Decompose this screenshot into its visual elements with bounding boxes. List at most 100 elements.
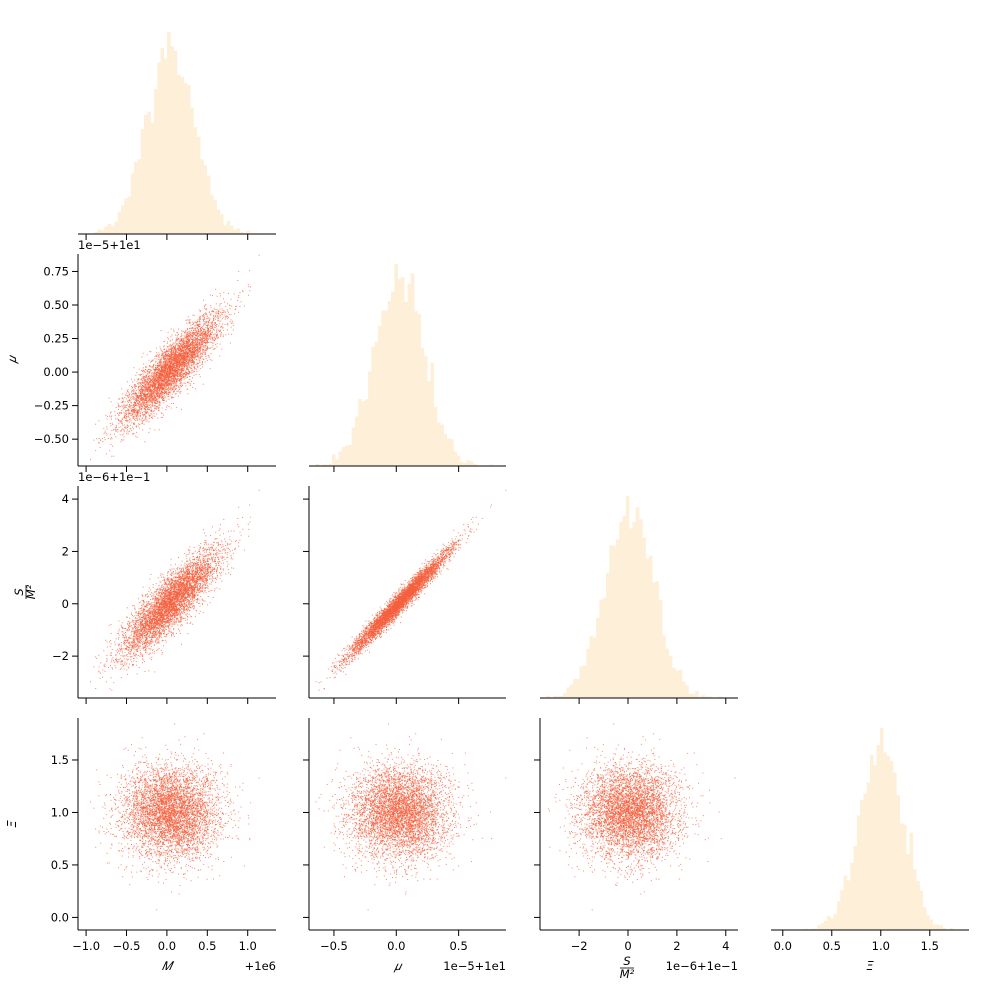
scatter-point — [169, 376, 170, 377]
scatter-point — [207, 333, 208, 334]
scatter-point — [160, 402, 161, 403]
scatter-point — [139, 374, 140, 375]
scatter-point — [129, 406, 130, 407]
scatter-point — [170, 364, 171, 365]
scatter-point — [144, 386, 145, 387]
scatter-point — [172, 365, 173, 366]
scatter-point — [212, 328, 213, 329]
scatter-point — [201, 340, 202, 341]
scatter-point — [201, 327, 202, 328]
scatter-point — [166, 373, 167, 374]
scatter-point — [156, 380, 157, 381]
scatter-point — [168, 339, 169, 340]
scatter-point — [146, 407, 147, 408]
scatter-point — [182, 384, 183, 385]
scatter-point — [164, 395, 165, 396]
scatter-point — [127, 410, 128, 411]
scatter-point — [223, 312, 224, 313]
scatter-point — [135, 395, 136, 396]
scatter-point — [170, 370, 171, 371]
scatter-point — [210, 339, 211, 340]
scatter-point — [138, 378, 139, 379]
scatter-point — [169, 371, 170, 372]
scatter-point — [142, 376, 143, 377]
scatter-point — [136, 401, 137, 402]
scatter-point — [162, 393, 163, 394]
scatter-point — [156, 383, 157, 384]
scatter-point — [204, 340, 205, 341]
scatter-point — [184, 345, 185, 346]
scatter-point — [159, 383, 160, 384]
scatter-point — [140, 402, 141, 403]
scatter-point — [148, 379, 149, 380]
scatter-point — [213, 318, 214, 319]
scatter-point — [157, 389, 158, 390]
scatter-point — [180, 378, 181, 379]
scatter-point — [154, 413, 155, 414]
scatter-point — [203, 300, 204, 301]
scatter-point — [193, 352, 194, 353]
scatter-point — [171, 373, 172, 374]
scatter-point — [183, 377, 184, 378]
scatter-point — [212, 327, 213, 328]
scatter-point — [180, 355, 181, 356]
scatter-point — [214, 337, 215, 338]
scatter-point — [142, 415, 143, 416]
scatter-point — [115, 419, 116, 420]
scatter-point — [204, 319, 205, 320]
scatter-point — [130, 406, 131, 407]
scatter-point — [132, 407, 133, 408]
scatter-point — [165, 376, 166, 377]
scatter-point — [179, 352, 180, 353]
scatter-point — [133, 433, 134, 434]
scatter-point — [187, 337, 188, 338]
scatter-point — [144, 414, 145, 415]
scatter-point — [173, 403, 174, 404]
scatter-point — [159, 366, 160, 367]
scatter-point — [157, 399, 158, 400]
scatter-point — [192, 335, 193, 336]
scatter-point — [231, 327, 232, 328]
scatter-point — [195, 342, 196, 343]
scatter-point — [213, 340, 214, 341]
scatter-point — [180, 373, 181, 374]
scatter-point — [143, 353, 144, 354]
scatter-point — [216, 331, 217, 332]
scatter-point — [243, 291, 244, 292]
scatter-point — [146, 417, 147, 418]
scatter-point — [186, 361, 187, 362]
scatter-point — [199, 362, 200, 363]
scatter-point — [159, 429, 160, 430]
scatter-point — [140, 396, 141, 397]
scatter-point — [183, 344, 184, 345]
scatter-point — [190, 335, 191, 336]
scatter-point — [186, 350, 187, 351]
scatter-point — [196, 331, 197, 332]
scatter-point — [174, 389, 175, 390]
scatter-point — [179, 346, 180, 347]
scatter-point — [184, 341, 185, 342]
scatter-point — [198, 350, 199, 351]
scatter-point — [164, 366, 165, 367]
scatter-point — [140, 391, 141, 392]
scatter-point — [185, 370, 186, 371]
scatter-point — [159, 402, 160, 403]
scatter-point — [141, 406, 142, 407]
scatter-point — [157, 354, 158, 355]
scatter-point — [194, 355, 195, 356]
scatter-point — [158, 373, 159, 374]
scatter-point — [210, 368, 211, 369]
scatter-point — [176, 391, 177, 392]
scatter-point — [201, 332, 202, 333]
scatter-point — [213, 316, 214, 317]
scatter-point — [139, 389, 140, 390]
scatter-point — [215, 327, 216, 328]
scatter-point — [195, 332, 196, 333]
scatter-point — [191, 350, 192, 351]
scatter-point — [181, 351, 182, 352]
scatter-point — [190, 354, 191, 355]
hist-bar — [236, 229, 240, 234]
scatter-point — [163, 354, 164, 355]
scatter-point — [179, 387, 180, 388]
scatter-point — [181, 339, 182, 340]
